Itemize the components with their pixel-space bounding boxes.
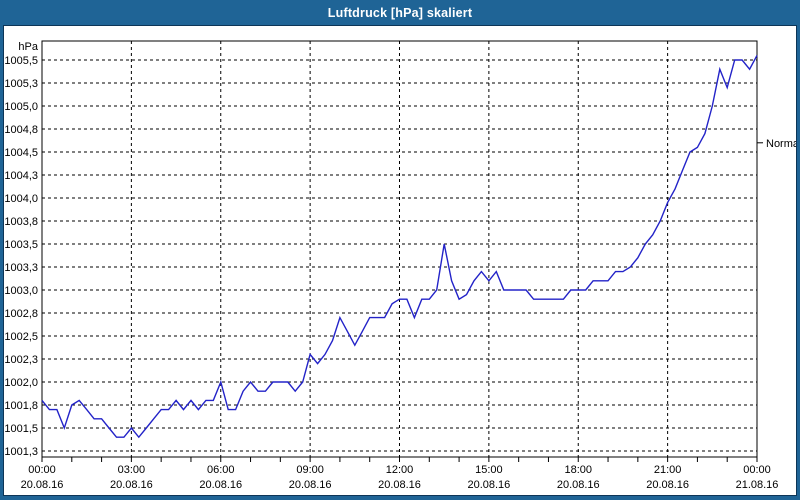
title-bar: Luftdruck [hPa] skaliert: [0, 0, 800, 25]
svg-text:09:00: 09:00: [296, 464, 324, 476]
svg-text:1004,0: 1004,0: [4, 193, 38, 205]
svg-text:18:00: 18:00: [564, 464, 592, 476]
svg-text:hPa: hPa: [18, 41, 38, 53]
pressure-line-chart: 1005,5 1005,3 1005,0 1004,8 1004,5 1004,3 1004…: [4, 40, 796, 491]
svg-text:20.08.16: 20.08.16: [557, 479, 600, 491]
svg-text:1001,8: 1001,8: [4, 400, 38, 412]
svg-text:1001,5: 1001,5: [4, 423, 38, 435]
svg-text:21.08.16: 21.08.16: [736, 479, 779, 491]
svg-text:00:00: 00:00: [28, 464, 56, 476]
svg-text:1001,3: 1001,3: [4, 446, 38, 458]
chart-panel: 1005,5 1005,3 1005,0 1004,8 1004,5 1004,3 1004…: [3, 25, 797, 496]
window-title: Luftdruck [hPa] skaliert: [327, 5, 473, 20]
svg-text:20.08.16: 20.08.16: [289, 479, 332, 491]
svg-text:1004,8: 1004,8: [4, 124, 38, 136]
svg-text:20.08.16: 20.08.16: [378, 479, 421, 491]
svg-text:12:00: 12:00: [386, 464, 414, 476]
svg-text:1005,0: 1005,0: [4, 101, 38, 113]
svg-text:1005,5: 1005,5: [4, 55, 38, 67]
svg-text:20.08.16: 20.08.16: [467, 479, 510, 491]
svg-text:03:00: 03:00: [118, 464, 146, 476]
svg-text:20.08.16: 20.08.16: [21, 479, 64, 491]
svg-text:20.08.16: 20.08.16: [646, 479, 689, 491]
svg-text:1003,3: 1003,3: [4, 262, 38, 274]
svg-text:1002,0: 1002,0: [4, 377, 38, 389]
svg-text:1003,5: 1003,5: [4, 239, 38, 251]
svg-text:1004,5: 1004,5: [4, 147, 38, 159]
svg-text:1004,3: 1004,3: [4, 170, 38, 182]
svg-text:20.08.16: 20.08.16: [199, 479, 242, 491]
svg-text:20.08.16: 20.08.16: [110, 479, 153, 491]
svg-text:1005,3: 1005,3: [4, 78, 38, 90]
svg-text:15:00: 15:00: [475, 464, 503, 476]
svg-text:1003,8: 1003,8: [4, 216, 38, 228]
svg-text:1003,0: 1003,0: [4, 285, 38, 297]
svg-text:1002,3: 1002,3: [4, 354, 38, 366]
svg-text:21:00: 21:00: [654, 464, 682, 476]
svg-text:Normal: Normal: [766, 138, 796, 150]
svg-text:1002,5: 1002,5: [4, 331, 38, 343]
svg-text:1002,8: 1002,8: [4, 308, 38, 320]
svg-text:00:00: 00:00: [743, 464, 771, 476]
svg-text:06:00: 06:00: [207, 464, 235, 476]
